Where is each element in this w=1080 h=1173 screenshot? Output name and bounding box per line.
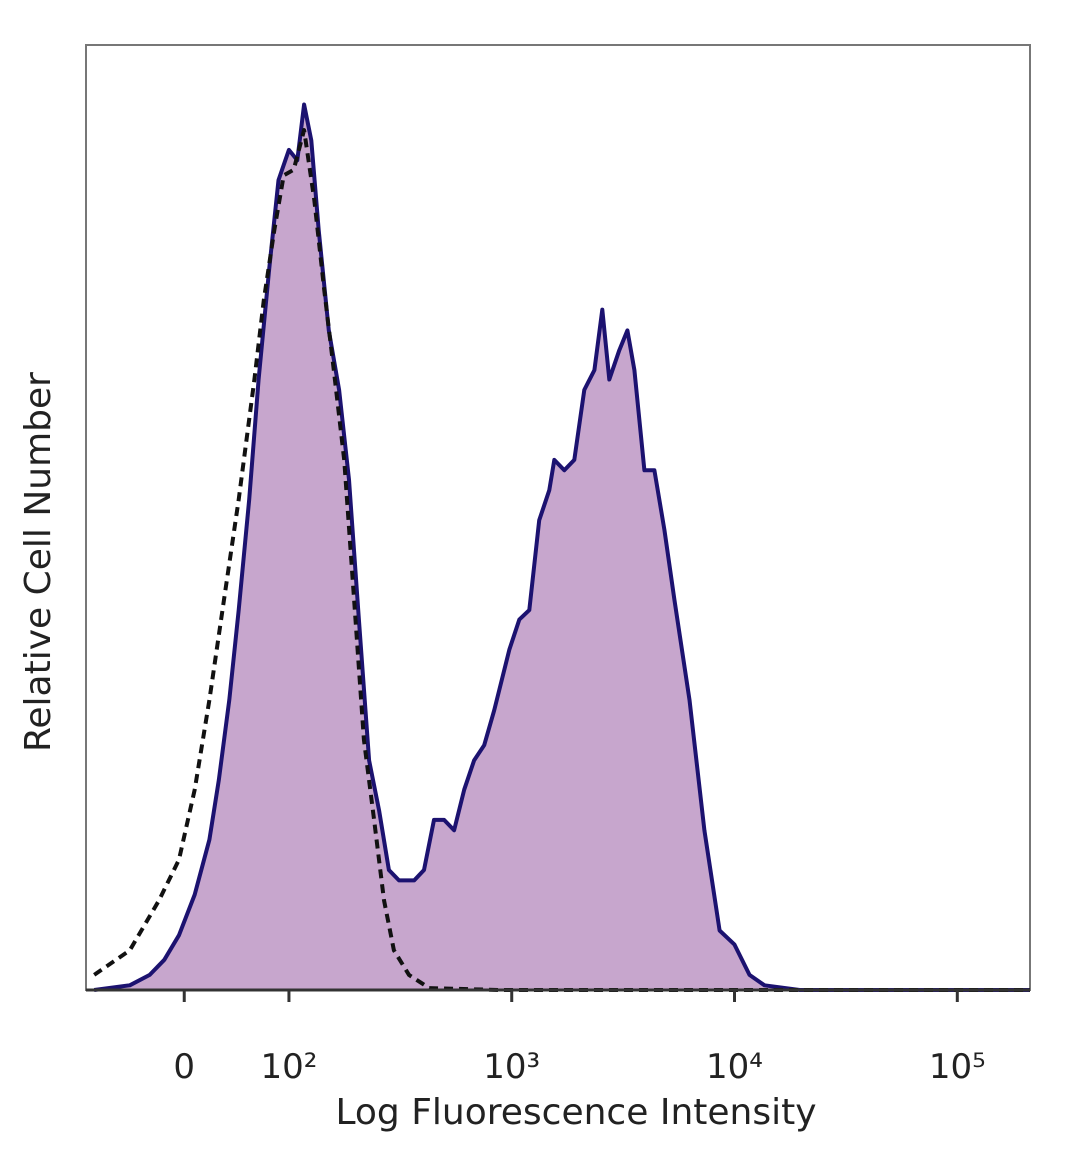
y-axis-label: Relative Cell Number bbox=[18, 372, 59, 752]
x-axis-label: Log Fluorescence Intensity bbox=[335, 1092, 816, 1133]
x-tick-label: 10³ bbox=[483, 1047, 540, 1087]
histogram-line bbox=[93, 102, 1030, 992]
x-tick-label: 10⁵ bbox=[929, 1047, 986, 1087]
histogram-area bbox=[94, 104, 1030, 990]
plot-area bbox=[93, 102, 1030, 992]
x-tick-label: 10² bbox=[260, 1047, 317, 1087]
control-line bbox=[93, 128, 1030, 992]
x-tick-label: 0 bbox=[173, 1047, 195, 1087]
x-tick-label: 10⁴ bbox=[706, 1047, 763, 1087]
